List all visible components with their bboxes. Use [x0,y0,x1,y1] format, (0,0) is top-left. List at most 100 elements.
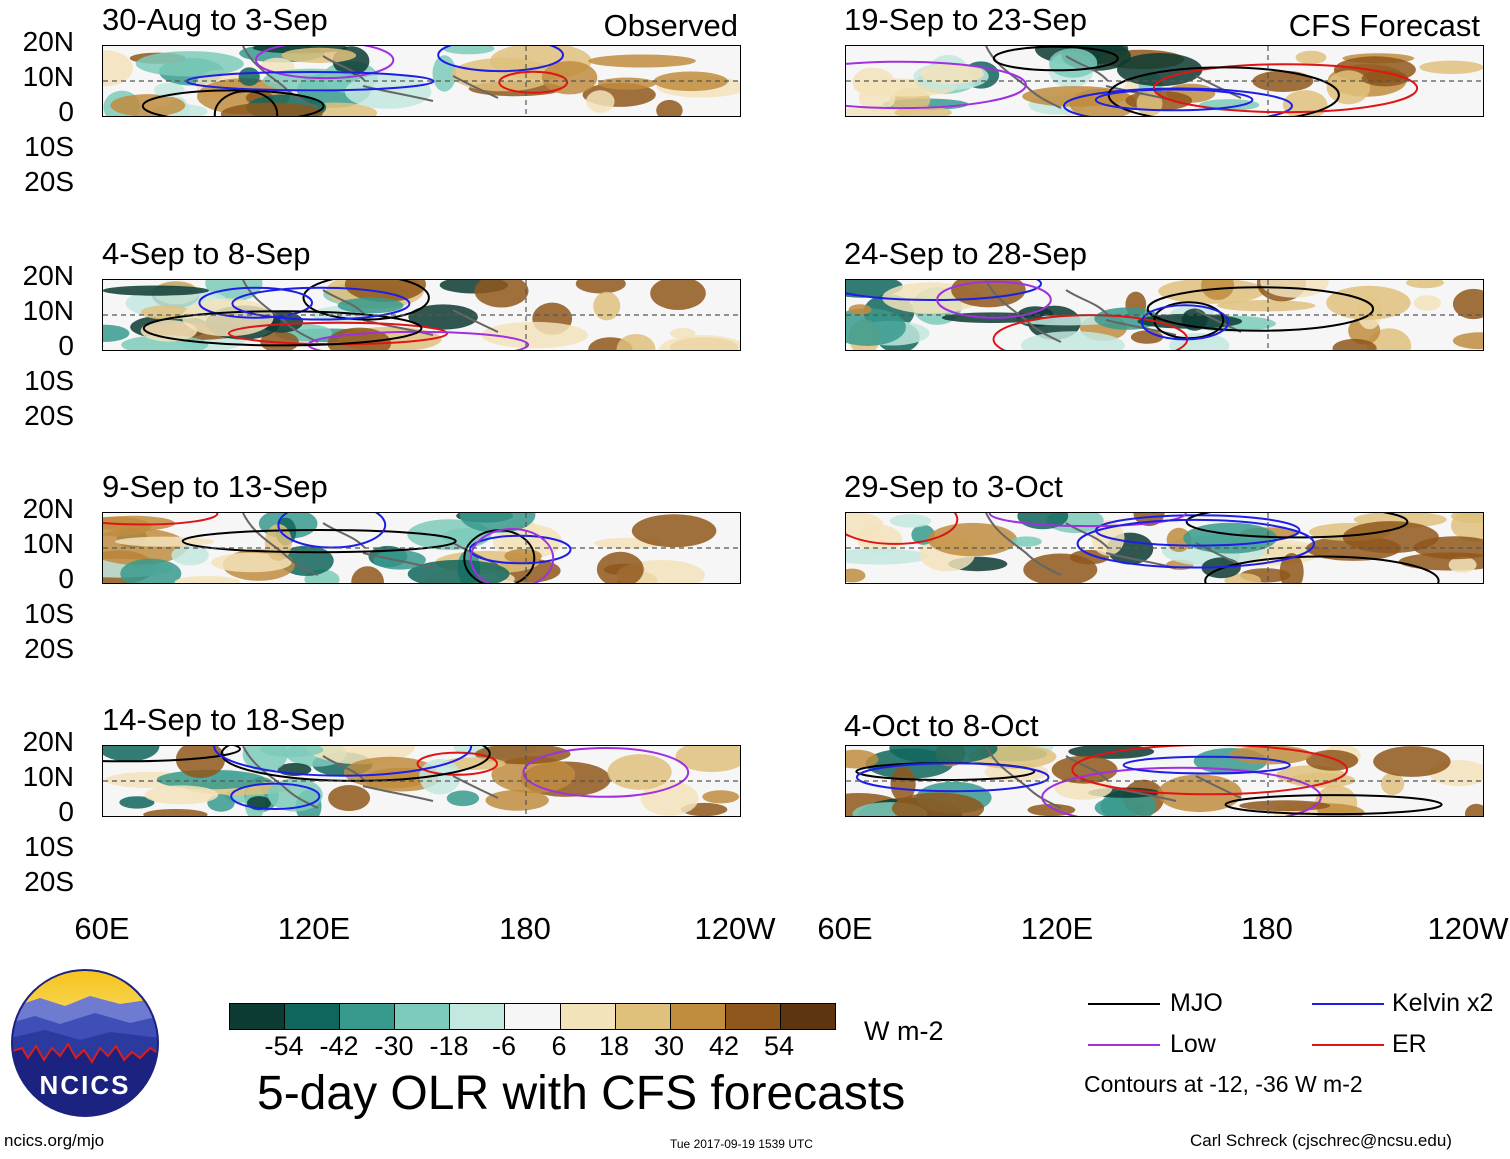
olr-anomaly-blob [889,514,932,528]
wave-contour [213,746,473,777]
olr-anomaly-blob [890,766,916,802]
coastline [242,46,499,109]
lon-label-60e-left: 60E [74,911,130,946]
lat-label-0: 0 [58,96,74,127]
olr-anomaly-blob [238,67,260,86]
olr-anomaly-blob [1419,60,1483,74]
wave-contour [1063,87,1293,116]
panel-title-fcst-3: 29-Sep to 3-Oct [844,469,1063,504]
olr-anomaly-blob [408,304,478,330]
legend-line-er [1312,1044,1384,1046]
olr-anomaly-blob [656,99,683,116]
wave-contour [846,60,1027,110]
colorbar-tick-label: -6 [491,1031,517,1061]
olr-anomaly-blob [442,46,495,55]
olr-anomaly-blob [848,304,872,315]
lat-label-10n: 10N [22,61,74,92]
site-link[interactable]: ncics.org/mjo [4,1131,105,1150]
lat-label-0: 0 [58,796,74,827]
olr-anomaly-blob [919,63,984,85]
colorbar-swatch [725,1004,781,1029]
olr-anomaly-blob [541,61,598,95]
colorbar-swatch [450,1004,506,1029]
wave-contour [213,90,279,116]
olr-anomaly-blob [351,566,384,583]
olr-anomaly-blob [1051,755,1118,784]
olr-anomaly-blob [504,548,542,564]
lat-label-20s: 20S [24,166,74,197]
lat-label-20n: 20N [22,260,74,291]
wave-contour [498,70,569,94]
map-panel-fcst-4 [845,745,1484,817]
olr-anomaly-blob [1295,50,1327,65]
olr-anomaly-blob [337,297,404,314]
lon-label-120e-left: 120E [277,911,351,946]
coastline [242,513,499,576]
olr-anomaly-blob [1448,556,1477,573]
olr-anomaly-blob [174,575,241,583]
coastline [242,280,499,343]
wave-contour [142,310,423,347]
lon-label-180-left: 180 [499,911,551,946]
legend-label-kelvin: Kelvin x2 [1392,989,1494,1017]
wave-contour [1094,88,1254,112]
olr-anomaly-blob [1326,70,1371,105]
wave-contour [1185,513,1409,539]
coastline [985,280,1242,343]
olr-anomaly-blob [858,83,896,113]
olr-anomaly-blob [119,796,155,809]
colorbar-swatch [615,1004,671,1029]
olr-anomaly-blob [115,536,215,547]
olr-anomaly-blob [846,308,906,346]
wave-contour [103,513,219,526]
wave-contour [302,280,430,321]
olr-anomaly-blob [103,285,209,296]
olr-anomaly-blob [120,558,182,583]
colorbar-tick-label: 6 [551,1031,567,1061]
olr-anomaly-blob [658,335,740,350]
olr-anomaly-blob [1282,90,1328,116]
figure-title: 5-day OLR with CFS forecasts [257,1067,906,1120]
olr-anomaly-blob [344,280,426,302]
colorbar-tick-label: 30 [653,1031,685,1061]
olr-anomaly-blob [1239,800,1331,812]
wave-contour [1140,304,1230,341]
forecast-tag: CFS Forecast [1288,8,1480,43]
lat-label-10n: 10N [22,528,74,559]
lat-label-20n: 20N [22,726,74,757]
colorbar-tick-label: -54 [264,1031,304,1061]
coastline [242,746,499,809]
olr-anomaly-blob [575,280,626,294]
colorbar-tick-label: -30 [374,1031,414,1061]
olr-anomaly-blob [1183,522,1278,554]
observed-tag: Observed [603,8,738,43]
olr-anomaly-blob [588,54,696,68]
colorbar-tick-label: -18 [429,1031,469,1061]
olr-anomaly-blob [927,522,1018,557]
olr-anomaly-blob [474,280,529,308]
wave-contour [254,46,395,80]
wave-contour [1146,286,1375,332]
olr-anomaly-blob [702,790,740,804]
olr-anomaly-blob [407,559,510,583]
legend-line-mjo [1088,1003,1160,1005]
colorbar-swatch [285,1004,341,1029]
olr-anomaly-blob [281,47,357,63]
panel-title-obs-2: 4-Sep to 8-Sep [102,236,311,271]
colorbar-tick-label: -42 [319,1031,359,1061]
olr-anomaly-blob [596,551,644,583]
legend-line-low [1088,1044,1160,1046]
olr-anomaly-blob [1216,300,1316,312]
wave-contour [936,280,1052,319]
wave-contour [522,747,690,798]
map-panel-obs-3 [102,512,741,584]
panel-title-obs-3: 9-Sep to 13-Sep [102,469,328,504]
olr-anomaly-blob [1023,553,1098,583]
olr-anomaly-blob [1332,338,1377,350]
olr-anomaly-blob [1117,53,1203,87]
olr-anomaly-blob [110,94,186,116]
olr-anomaly-blob [586,90,615,113]
wave-contour [141,89,325,116]
olr-anomaly-blob [103,746,160,762]
legend-label-mjo: MJO [1170,989,1223,1017]
